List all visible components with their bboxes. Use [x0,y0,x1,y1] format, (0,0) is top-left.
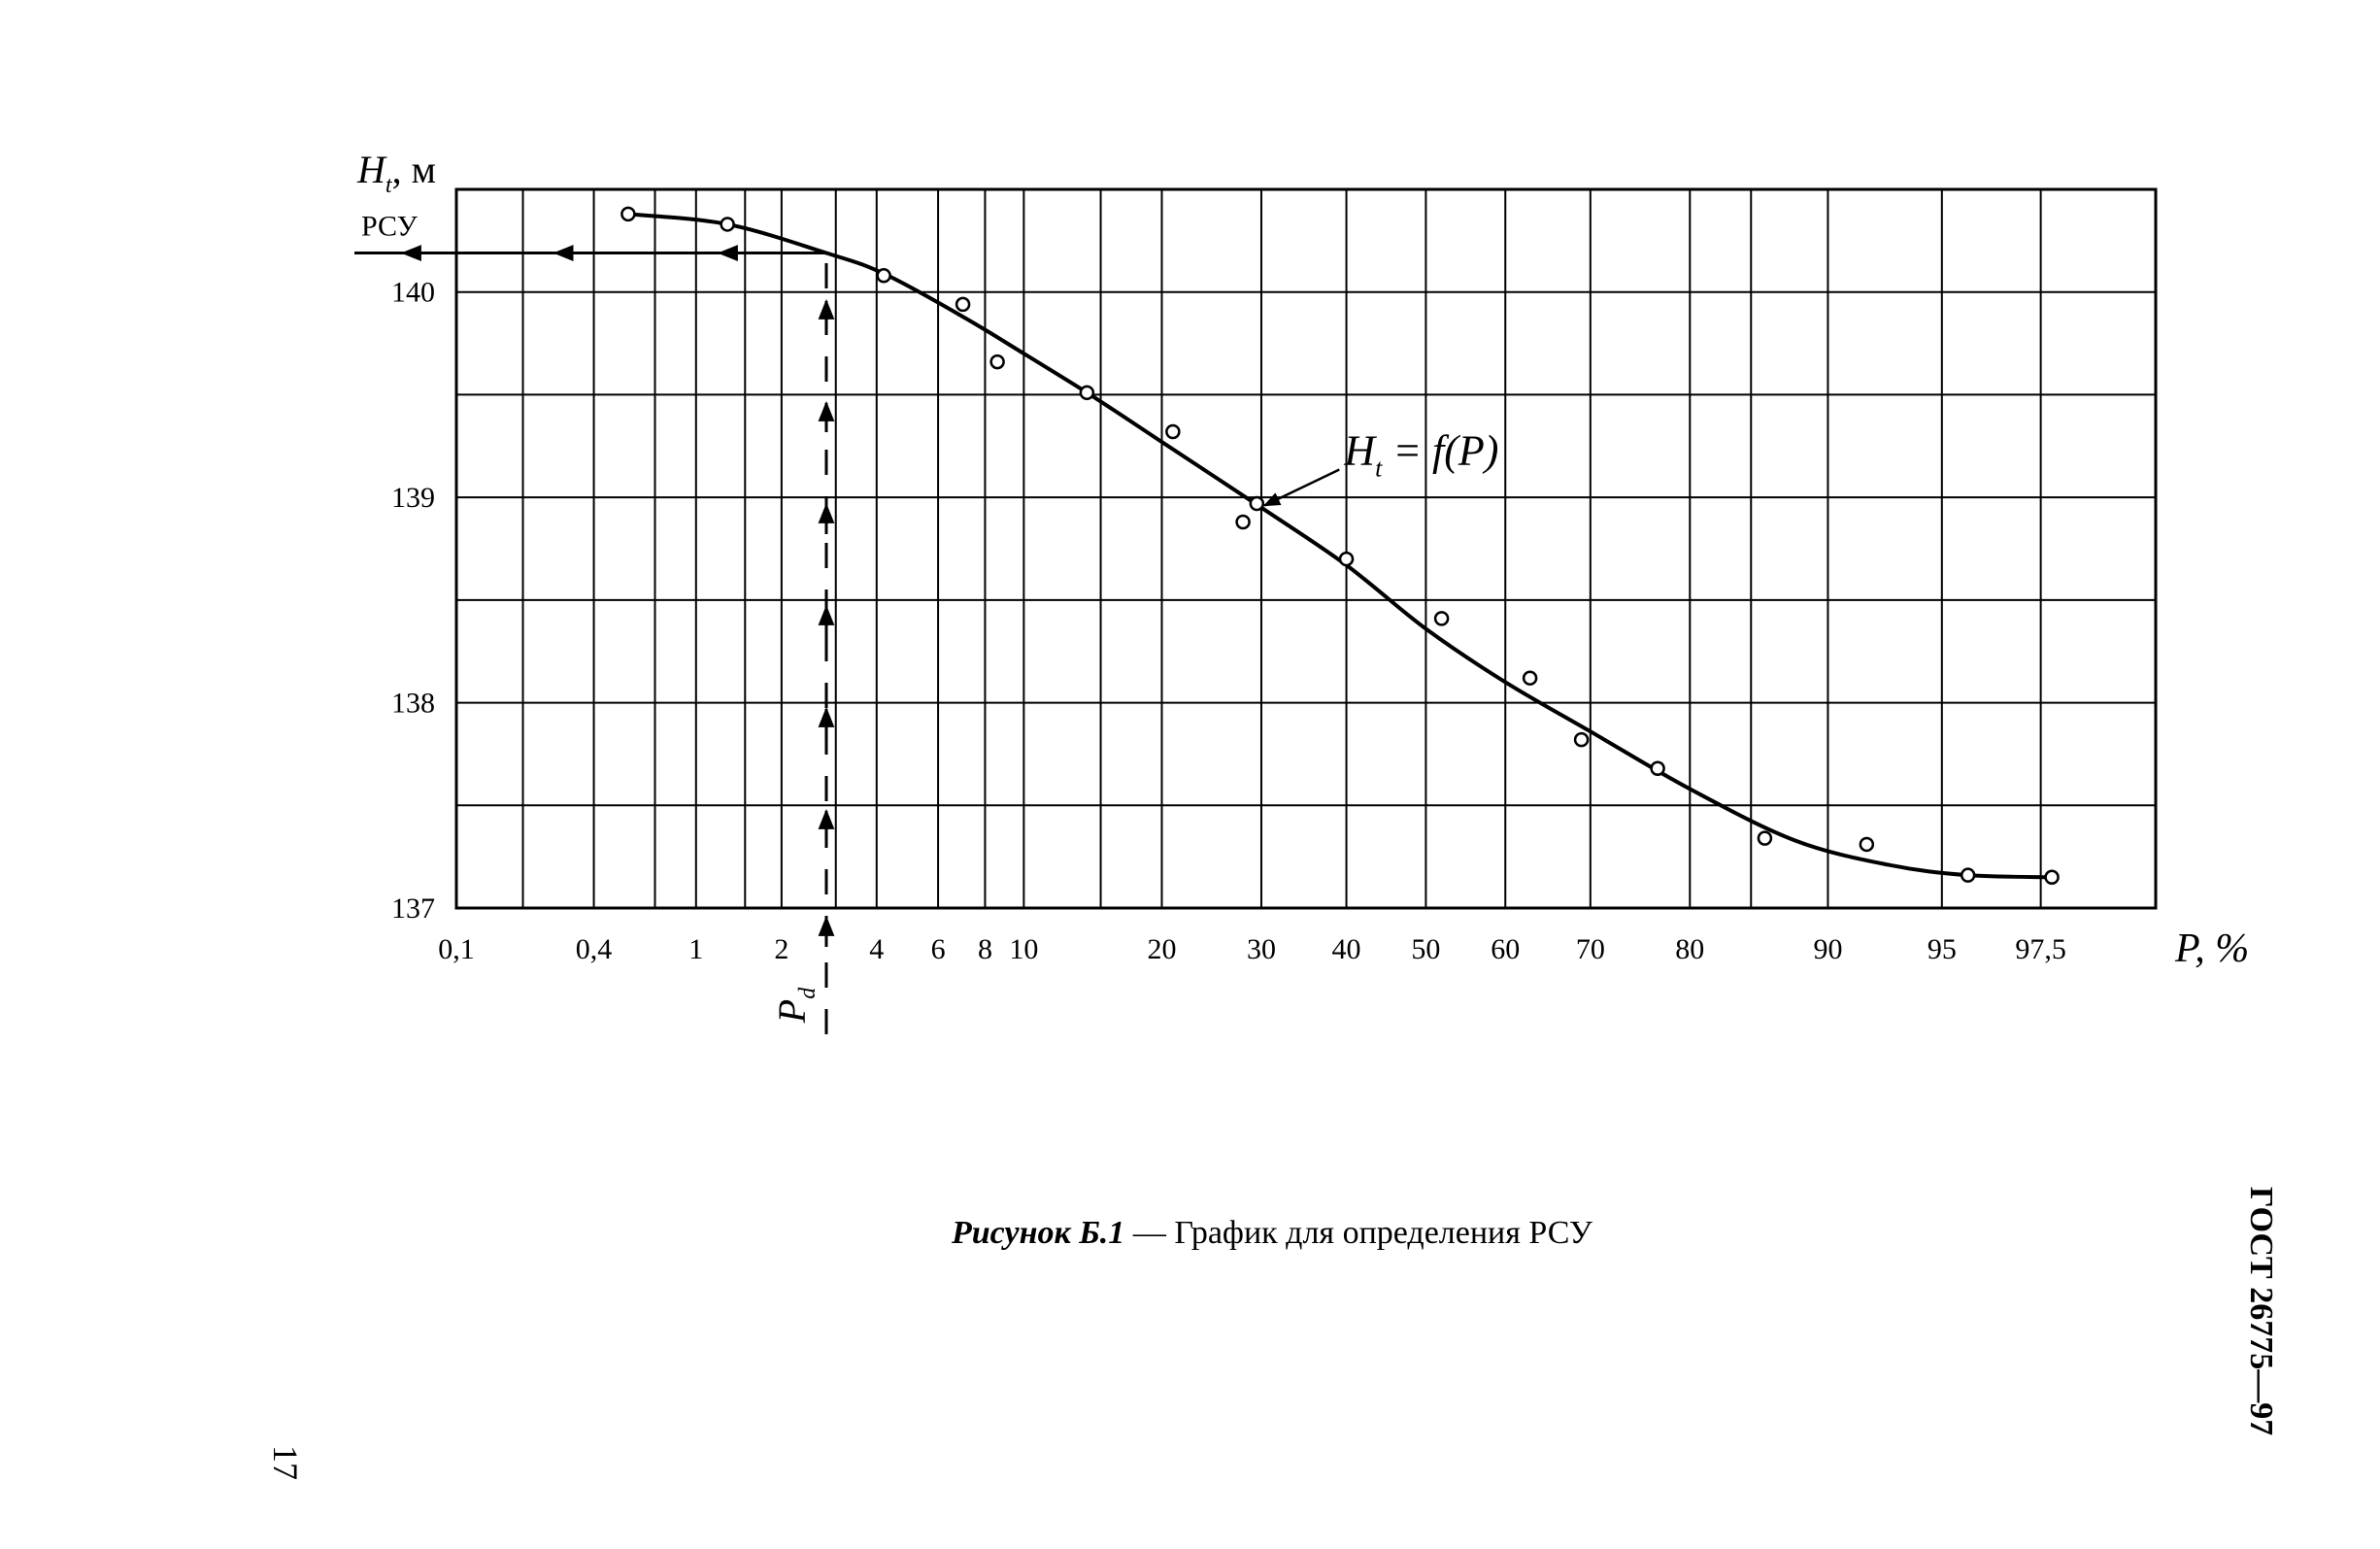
curve-label: Ht = f(P) [1343,426,1498,482]
x-tick-label: 90 [1813,933,1842,965]
standard-code: ГОСТ 26775—97 [2243,1187,2279,1435]
data-point [955,296,971,313]
plot-frame [454,187,2158,910]
fitted-curve [627,212,2053,880]
data-point [1573,731,1590,748]
x-tick-label: 95 [1927,933,1957,965]
x-tick-label: 20 [1147,933,1176,965]
axes: 0,1 0,4 1 2 4 6 8 10 20 30 40 50 60 70 80 90 95 97,5 137 13… [356,148,2249,971]
data-point [720,217,735,232]
caption-italic: Рисунок Б.1 [951,1215,1124,1251]
pd-label: Pd [770,987,821,1024]
x-tick-label: 97,5 [2015,933,2066,965]
data-point [1338,551,1355,567]
y-tick-label: 137 [391,892,435,925]
rsu-label: РСУ [361,211,419,243]
x-tick-label: 2 [774,933,788,965]
fitted-curve-layer [627,212,2053,880]
data-point [1960,867,1976,883]
figure-caption: Рисунок Б.1 — График для определения РСУ [951,1215,1593,1251]
data-point [620,206,636,222]
x-tick-label: 4 [869,933,884,965]
data-points-layer [620,206,2060,886]
x-tick-label: 40 [1332,933,1361,965]
data-point [876,268,891,284]
curve-label-arrow [1262,468,1340,507]
x-tick-label: 50 [1411,933,1440,965]
x-tick-label: 0,1 [438,933,475,965]
x-axis-label: P, % [2174,926,2249,971]
y-tick-label: 140 [391,277,435,309]
data-point [1650,760,1665,776]
data-point [1859,836,1875,853]
y-axis-label: Ht, м [356,148,436,198]
data-point [1165,423,1181,440]
x-tick-label: 80 [1675,933,1704,965]
data-point [1235,514,1251,530]
data-point [1522,670,1538,686]
x-tick-label: 0,4 [576,933,613,965]
x-tick-label: 10 [1009,933,1038,965]
page-number: 17 [266,1445,305,1480]
annotations-layer: Ht = f(P) Pd РСУ [354,211,1498,1034]
caption-regular: — График для определения РСУ [1124,1215,1593,1251]
x-tick-label: 30 [1247,933,1276,965]
x-tick-label: 8 [978,933,992,965]
x-tick-label: 60 [1491,933,1520,965]
y-tick-label: 139 [391,482,435,514]
data-point [2044,869,2060,886]
data-point [1757,830,1773,846]
data-point [1249,495,1265,512]
data-point [1079,385,1095,401]
x-tick-label: 1 [688,933,703,965]
x-tick-label: 70 [1576,933,1605,965]
data-point [1433,611,1450,626]
x-tick-label: 6 [931,933,946,965]
y-tick-label: 138 [391,688,435,720]
grid [455,188,2157,909]
data-point [989,354,1005,370]
